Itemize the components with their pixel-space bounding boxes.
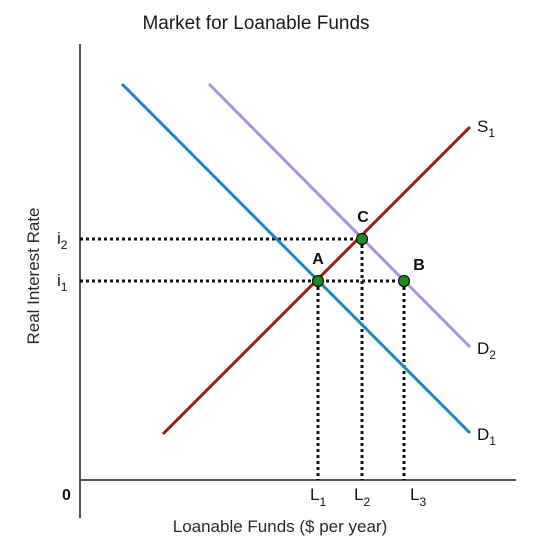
point-b <box>397 274 411 288</box>
point-c-label: C <box>357 209 369 226</box>
x-tick-l1: L1 <box>310 485 326 509</box>
point-c <box>355 232 369 246</box>
supply-label-s1: S1 <box>477 117 495 140</box>
point-a-label: A <box>312 251 324 268</box>
y-tick-i1: i1 <box>57 271 68 294</box>
y-tick-i2: i2 <box>57 229 68 252</box>
demand-curve-d2 <box>207 82 472 349</box>
demand-label-d1: D1 <box>477 425 496 448</box>
point-a <box>311 274 325 288</box>
x-tick-l2: L2 <box>354 485 370 509</box>
chart-title: Market for Loanable Funds <box>142 13 369 34</box>
x-tick-l3: L3 <box>410 485 426 509</box>
point-b-label: B <box>413 257 425 274</box>
demand-label-d2: D2 <box>477 339 496 362</box>
y-axis-title: Real Interest Rate <box>24 207 43 344</box>
x-axis-title: Loanable Funds ($ per year) <box>173 517 388 536</box>
demand-curve-d1 <box>120 82 472 435</box>
origin-label: 0 <box>62 487 71 504</box>
